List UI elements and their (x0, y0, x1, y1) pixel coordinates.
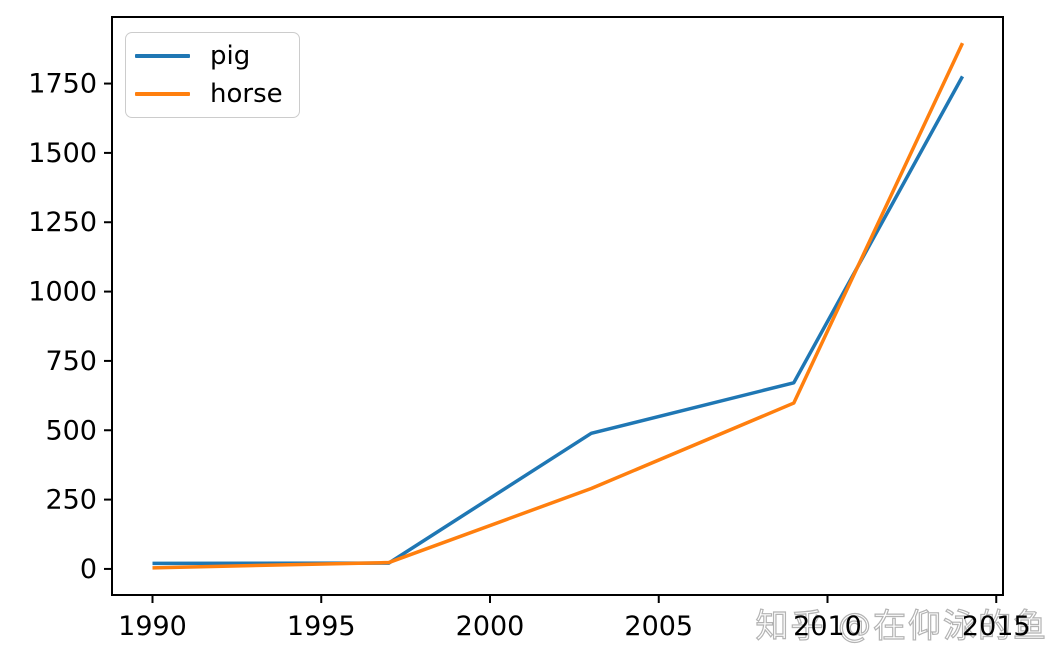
series-line-horse (152, 42, 965, 570)
legend-item-pig: pig (135, 40, 283, 73)
x-tick-label: 2015 (962, 611, 1031, 642)
plot-border (111, 16, 1004, 596)
legend: pig horse (125, 32, 300, 118)
y-tick-label: 1000 (28, 277, 97, 308)
legend-line-sample-horse (135, 91, 190, 96)
y-tick-label: 750 (45, 346, 97, 377)
x-tick-label: 2000 (456, 611, 525, 642)
y-tick-label: 250 (45, 485, 97, 516)
series-line-pig (152, 75, 965, 566)
legend-item-horse: horse (135, 78, 283, 111)
y-tick-label: 1500 (28, 138, 97, 169)
x-tick-label: 1990 (118, 611, 187, 642)
legend-line-sample-pig (135, 54, 190, 59)
y-tick-label: 1750 (28, 69, 97, 100)
legend-label-pig: pig (210, 41, 251, 71)
y-tick-label: 500 (45, 415, 97, 446)
y-tick-label: 0 (80, 554, 97, 585)
x-tick-label: 2005 (624, 611, 693, 642)
watermark-text: 知乎 @在仰泳的鱼 (756, 606, 1049, 645)
x-tick-label: 2010 (793, 611, 862, 642)
legend-label-horse: horse (210, 78, 283, 109)
y-tick-label: 1250 (28, 207, 97, 238)
x-tick-label: 1995 (287, 611, 356, 642)
